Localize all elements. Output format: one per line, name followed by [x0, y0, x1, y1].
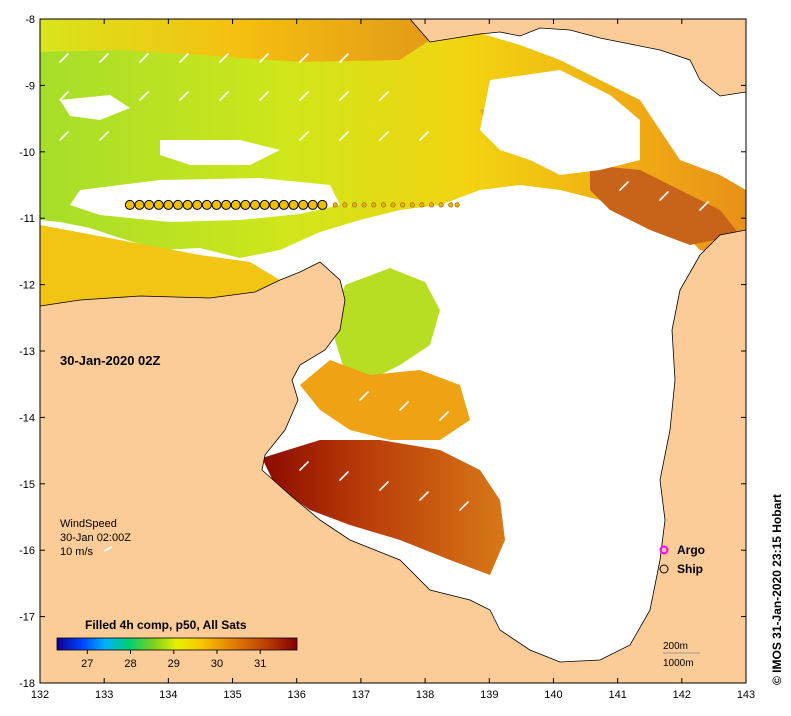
new-guinea-coast	[409, 19, 746, 97]
sst-cool-patch	[335, 268, 440, 380]
y-tick-label: -16	[19, 545, 35, 557]
colorbar-ramp	[56, 637, 298, 651]
wind-legend-title: WindSpeed	[60, 518, 117, 530]
ship-track-marker-small	[351, 202, 357, 208]
colorbar-title: Filled 4h comp, p50, All Sats	[85, 618, 247, 632]
colorbar: Filled 4h comp, p50, All Sats 27 28 29 30 31	[56, 618, 298, 670]
y-tick-label: -18	[19, 678, 35, 690]
ship-track-marker	[124, 199, 135, 210]
ship-track-marker	[250, 199, 261, 210]
sst-hot-field	[262, 440, 505, 575]
ship-track-marker	[298, 199, 309, 210]
colorbar-tick-label: 27	[81, 658, 93, 670]
x-tick-label: 142	[673, 689, 691, 701]
ship-track-marker	[259, 199, 270, 210]
ship-track-marker	[307, 199, 318, 210]
ship-track-marker	[192, 199, 203, 210]
ship-track-marker	[153, 199, 164, 210]
platform-legend: Argo Ship	[659, 543, 705, 576]
ship-track-marker	[221, 199, 232, 210]
colorbar-tick-label: 30	[211, 658, 223, 670]
data-gaps	[60, 70, 680, 470]
depth-legend: 200m 1000m	[663, 641, 700, 669]
y-tick-label: -17	[19, 612, 35, 624]
ship-track-marker-small	[419, 202, 425, 208]
ship-track-marker-small	[448, 202, 454, 208]
y-tick-label: -14	[19, 412, 35, 424]
colorbar-tick-label: 28	[124, 658, 136, 670]
ship-track-marker	[172, 199, 183, 210]
ship-track-marker-small	[342, 202, 348, 208]
argo-label: Argo	[677, 543, 705, 557]
wind-vectors	[59, 53, 709, 511]
x-tick-label: 133	[95, 689, 113, 701]
ship-track-marker	[269, 199, 280, 210]
ship-track	[124, 199, 460, 210]
ship-track-marker-small	[380, 202, 386, 208]
wind-scale-arrow	[103, 546, 113, 552]
x-tick-label: 143	[737, 689, 755, 701]
x-tick-label: 141	[608, 689, 626, 701]
y-tick-label: -8	[25, 14, 35, 26]
ship-track-marker-small	[400, 202, 406, 208]
ship-track-marker-small	[438, 202, 444, 208]
colorbar-tick-label: 29	[168, 658, 180, 670]
ship-track-marker	[201, 199, 212, 210]
credit-label: © IMOS 31-Jan-2020 23:15 Hobart	[770, 494, 784, 685]
australia-mainland	[40, 229, 746, 683]
x-tick-label: 138	[416, 689, 434, 701]
ship-track-marker-small	[454, 202, 460, 208]
ship-track-marker	[134, 199, 145, 210]
y-tick-label: -15	[19, 479, 35, 491]
ship-track-marker	[278, 199, 289, 210]
ship-track-marker	[182, 199, 193, 210]
wind-legend-scale: 10 m/s	[60, 546, 94, 558]
wind-legend: WindSpeed 30-Jan 02:00Z 10 m/s	[60, 518, 131, 558]
ship-track-marker-small	[390, 202, 396, 208]
colorbar-tick-label: 31	[254, 658, 266, 670]
ship-track-marker	[317, 199, 328, 210]
ship-track-marker	[288, 199, 299, 210]
ship-track-marker-small	[429, 202, 435, 208]
timestamp-label: 30-Jan-2020 02Z	[60, 353, 161, 368]
x-tick-label: 135	[223, 689, 241, 701]
sst-top-field	[40, 19, 430, 62]
land	[40, 19, 746, 683]
x-tick-label: 132	[31, 689, 49, 701]
ship-track-marker-small	[409, 202, 415, 208]
sst-east-field	[590, 165, 740, 245]
wind-legend-time: 30-Jan 02:00Z	[60, 532, 131, 544]
ship-track-marker	[230, 199, 241, 210]
sst-gulf-margin-field	[40, 225, 280, 306]
ship-label: Ship	[677, 562, 703, 576]
x-axis: 132 133 134 135 136 137 138 139 140 141 142 143	[31, 19, 755, 701]
x-tick-label: 137	[352, 689, 370, 701]
y-tick-label: -12	[19, 280, 35, 292]
x-tick-label: 140	[544, 689, 562, 701]
depth-200-label: 200m	[663, 641, 688, 652]
y-tick-label: -11	[20, 213, 35, 225]
depth-1000-label: 1000m	[663, 658, 694, 669]
x-tick-label: 136	[288, 689, 306, 701]
ship-marker-icon	[659, 564, 669, 574]
argo-marker-icon	[659, 545, 669, 555]
y-tick-label: -9	[25, 80, 35, 92]
x-tick-label: 134	[159, 689, 177, 701]
sst-central-field	[300, 360, 470, 440]
y-tick-label: -13	[19, 346, 35, 358]
ship-track-marker	[144, 199, 155, 210]
ship-track-marker-small	[361, 202, 367, 208]
colorbar-ticks: 27 28 29 30 31	[81, 650, 266, 670]
ship-track-marker	[163, 199, 174, 210]
y-axis: -8 -9 -10 -11 -12 -13 -14 -15 -16 -17 -18	[19, 14, 746, 690]
ship-track-marker-small	[371, 202, 377, 208]
ship-track-marker	[240, 199, 251, 210]
ship-track-marker	[211, 199, 222, 210]
ship-track-marker-small	[332, 202, 338, 208]
x-tick-label: 139	[480, 689, 498, 701]
y-tick-label: -10	[19, 147, 35, 159]
